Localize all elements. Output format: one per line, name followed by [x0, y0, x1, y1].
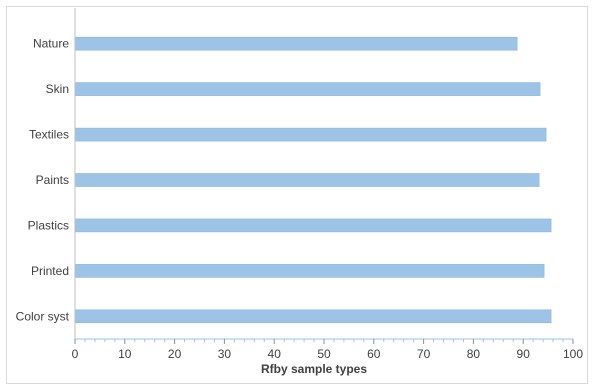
x-tick-label: 20	[168, 347, 182, 361]
y-axis: Nature Skin Textiles Paints Plastics Printed C…	[16, 8, 76, 339]
bar-nature	[74, 36, 518, 51]
bar-paints	[74, 173, 540, 187]
category-label: Textiles	[29, 128, 69, 142]
bar-color-syst	[74, 309, 552, 324]
bars-group	[74, 36, 552, 324]
x-tick-label: 70	[417, 347, 431, 361]
x-tick-label: 80	[467, 347, 481, 361]
x-tick-label: 60	[367, 347, 381, 361]
x-tick-label: 90	[517, 347, 531, 361]
x-tick-label: 100	[563, 347, 583, 361]
x-axis-title: Rfby sample types	[261, 362, 367, 376]
x-tick-label: 10	[118, 347, 132, 361]
bar-plastics	[74, 218, 552, 233]
bar-skin	[74, 82, 541, 96]
bar-printed	[74, 264, 545, 278]
category-label: Nature	[33, 37, 69, 51]
x-axis: 0 10 20 30 40 50 60 70 80 90 100	[72, 338, 583, 361]
x-tick-label: 0	[72, 347, 79, 361]
bar-textiles	[74, 127, 547, 142]
category-label: Color syst	[16, 309, 70, 323]
category-label: Paints	[36, 173, 69, 187]
category-label: Plastics	[28, 218, 69, 232]
category-label: Skin	[46, 82, 69, 96]
x-tick-label: 30	[218, 347, 232, 361]
x-tick-label: 50	[317, 347, 331, 361]
x-tick-label: 40	[268, 347, 282, 361]
category-label: Printed	[31, 264, 69, 278]
